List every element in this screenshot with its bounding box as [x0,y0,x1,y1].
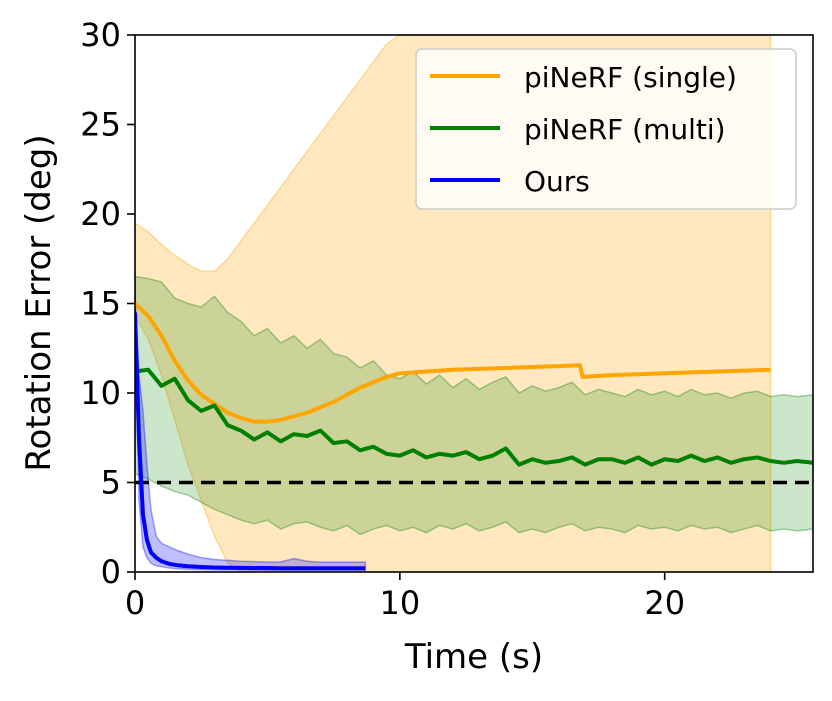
y-tick-label: 0 [101,553,121,591]
series-lines [135,302,813,571]
legend: piNeRF (single) piNeRF (multi) Ours [415,48,797,210]
legend-label-ours: Ours [524,165,590,198]
y-tick-label: 15 [80,285,121,323]
y-axis-ticks: 0 5 10 15 20 25 30 [80,16,135,591]
y-tick-label: 10 [80,374,121,412]
y-tick-label: 30 [80,16,121,54]
band-pinerf-multi [135,275,813,536]
x-tick-label: 20 [644,584,685,622]
line-pinerf-multi [135,367,813,467]
y-tick-label: 5 [101,464,121,502]
line-ours [135,312,366,571]
x-tick-label: 10 [379,584,420,622]
x-axis-label: Time (s) [404,637,543,677]
line-pinerf-single [135,302,771,424]
y-axis-label: Rotation Error (deg) [19,134,59,471]
y-tick-label: 25 [80,106,121,144]
legend-box [415,48,797,210]
x-tick-label: 0 [125,584,145,622]
legend-label-pinerf-single: piNeRF (single) [524,61,737,94]
x-axis-ticks: 0 10 20 [125,572,685,622]
y-tick-label: 20 [80,195,121,233]
legend-label-pinerf-multi: piNeRF (multi) [524,113,726,146]
